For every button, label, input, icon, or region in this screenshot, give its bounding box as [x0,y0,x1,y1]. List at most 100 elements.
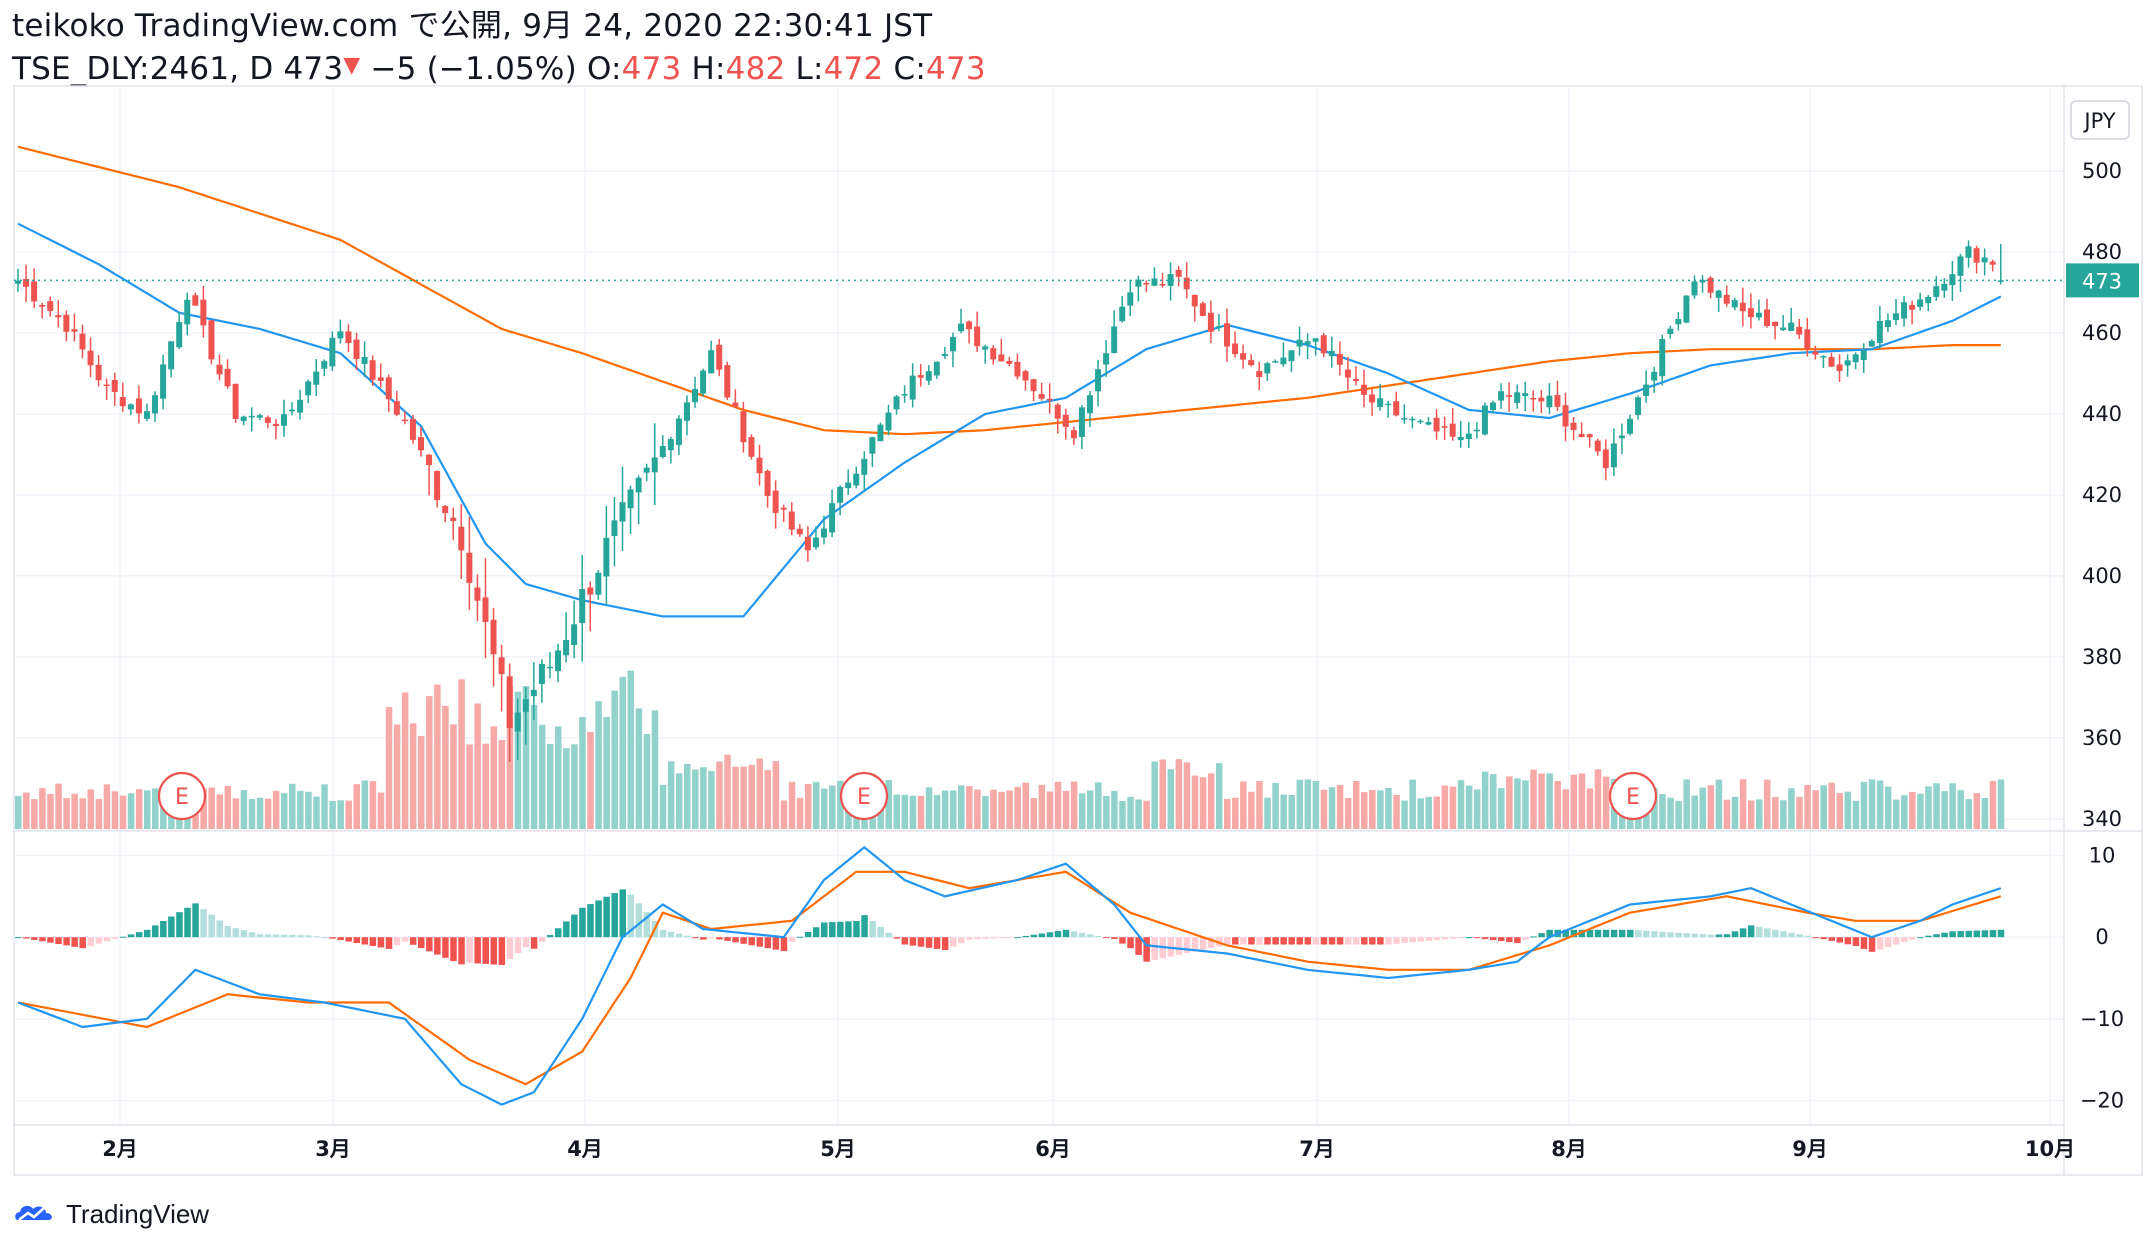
candle-body [1917,299,1924,307]
macd-histogram-bar [1530,936,1537,938]
macd-histogram-bar [313,936,320,938]
earnings-label: E [857,785,871,810]
macd-histogram-bar [1635,930,1642,938]
volume-bar [1224,798,1231,829]
candle-body [458,526,465,551]
open-value: 473 [621,51,682,87]
earnings-marker[interactable]: E [839,771,889,821]
candle-body [71,329,78,332]
volume-bar [1901,795,1908,829]
candle-body [1844,360,1851,366]
macd-histogram-bar [732,937,739,943]
macd-histogram-bar [458,937,465,965]
candle-body [1248,360,1255,366]
macd-histogram-bar [1030,934,1038,938]
macd-histogram-bar [377,937,385,948]
candle-body [1127,292,1134,306]
volume-bar [361,780,369,829]
candle-body [482,597,489,622]
macd-histogram-bar [1868,937,1876,952]
price-axis[interactable]: 340 360 380 400 420 440 460 480 500 [2082,159,2122,831]
macd-histogram-bar [579,907,586,938]
candle-body [530,689,537,697]
time-axis[interactable]: 2月 3月 4月 5月 6月 7月 8月 9月 10月 [102,1137,2075,1161]
candle-body [901,394,908,396]
macd-histogram-bar [748,937,755,946]
macd-histogram-bar [1715,934,1723,938]
macd-histogram-bar [1417,937,1424,942]
macd-histogram-bar [538,937,546,942]
macd-histogram-bar [1481,937,1489,940]
close-label: C: [893,51,926,87]
volume-bar [611,690,618,829]
macd-histogram-bar [1425,937,1432,941]
volume-bar [796,797,804,829]
candle-body [1449,423,1456,437]
candle-body [1981,257,1988,263]
volume-bar [490,726,498,829]
candle-body [651,457,658,473]
volume-bar [1215,763,1223,829]
macd-histogram-bar [280,934,288,938]
volume-bar [724,754,731,829]
macd-histogram-bar [329,937,336,939]
macd-axis[interactable]: 10 0 −10 −20 [2080,844,2124,1113]
volume-bar [1014,786,1021,829]
volume-bar [1006,790,1013,829]
earnings-marker[interactable]: E [157,771,207,821]
macd-histogram-bar [764,937,772,949]
macd-histogram-bar [998,937,1005,939]
macd-histogram-bar [1828,937,1835,941]
volume-bar [377,792,385,829]
candle-body [1925,296,1932,304]
volume-bar [458,679,465,829]
macd-histogram-bar [1127,937,1134,949]
macd-histogram-bar [15,937,22,939]
macd-histogram-bar [1006,937,1013,939]
candle-body [1393,401,1400,416]
candle-body [1224,323,1230,347]
macd-histogram-bar [1546,929,1553,938]
footer-brand[interactable]: TradingView [12,1196,209,1232]
volume-bar [1377,790,1384,829]
macd-histogram-bar [1038,933,1046,938]
volume-bar [522,686,530,829]
macd-histogram-bar [1409,937,1416,943]
volume-bar [659,784,667,829]
candle-body [538,663,545,684]
candle-body [587,587,594,595]
volume-bar [1755,799,1763,829]
candle-body [1191,294,1198,307]
down-triangle-icon: ▼ [343,53,361,78]
close-value: 473 [925,51,986,87]
macd-histogram-bar [409,937,417,945]
candle-body [1175,269,1182,277]
volume-bar [1731,796,1739,829]
currency-button[interactable]: JPY [2070,100,2130,140]
candle-body [1514,392,1521,403]
macd-histogram-bar [587,904,594,938]
macd-histogram-bar [1836,937,1844,943]
volume-bar [1530,769,1537,829]
macd-histogram-bar [1312,937,1320,945]
volume-bar [305,791,312,829]
earnings-marker[interactable]: E [1608,771,1658,821]
macd-histogram-bar [1095,935,1102,938]
macd-histogram-bar [1022,935,1029,938]
macd-histogram-bar [917,937,925,947]
volume-bar [1602,776,1610,829]
volume-bar [700,767,707,829]
candle-body [321,361,328,369]
candle-body [869,437,876,454]
candle-body [1892,313,1899,321]
macd-histogram-bar [821,922,828,938]
volume-bar [1788,788,1795,829]
volume-bar [1538,773,1545,829]
macd-histogram-bar [1191,937,1199,952]
volume-bar [829,785,836,829]
volume-bar [71,793,78,829]
macd-histogram-bar [1723,934,1731,938]
candle-body [595,572,602,595]
chart-canvas[interactable]: E E E 340 360 380 400 420 440 460 480 500 10 0 −10 −2… [0,0,2152,1190]
